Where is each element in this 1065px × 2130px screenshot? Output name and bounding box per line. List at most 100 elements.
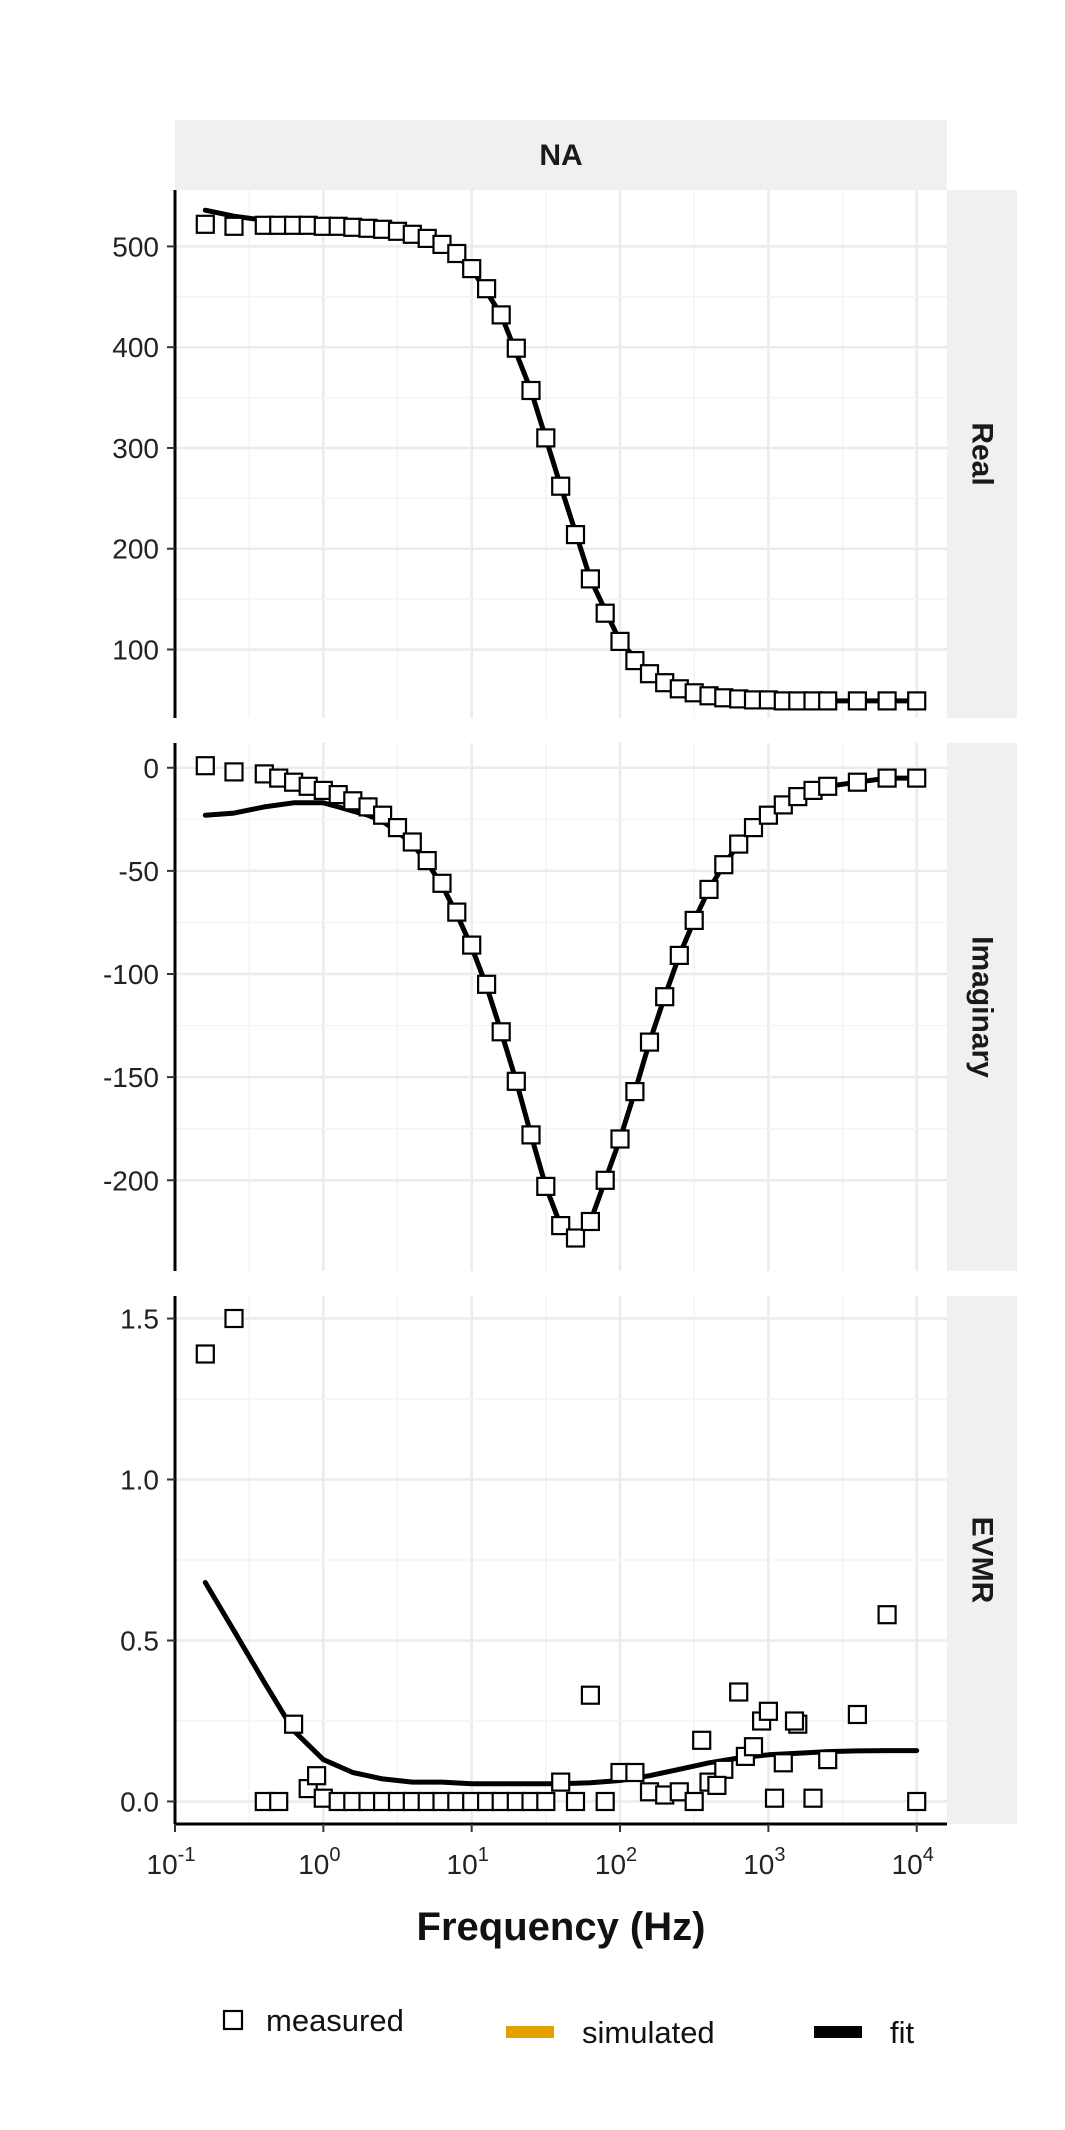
x-axis: 10-1 100 101 102 103 104 bbox=[147, 1822, 947, 1880]
measured-point bbox=[224, 1308, 244, 1329]
measured-point bbox=[625, 650, 645, 671]
measured-point bbox=[743, 817, 764, 838]
y-tick-label: -150 bbox=[103, 1062, 159, 1093]
measured-point bbox=[847, 691, 868, 711]
measured-point bbox=[506, 1071, 526, 1091]
facet-row-label: Imaginary bbox=[966, 936, 999, 1078]
legend-item: fit bbox=[814, 2015, 915, 2050]
measured-point bbox=[565, 1228, 586, 1248]
measured-point bbox=[462, 259, 482, 279]
measured-point bbox=[551, 1772, 571, 1792]
facet-row-label: Real bbox=[966, 422, 999, 485]
measured-point bbox=[595, 603, 615, 623]
x-tick-base: 10 bbox=[595, 1849, 626, 1880]
measured-point bbox=[684, 1791, 704, 1812]
legend-key-simulated bbox=[506, 2026, 554, 2038]
facet-row-strip bbox=[947, 743, 1017, 1271]
y-tick-label: 0 bbox=[143, 753, 159, 784]
measured-point bbox=[639, 1032, 660, 1052]
measured-point bbox=[907, 1791, 927, 1812]
measured-point bbox=[224, 216, 244, 236]
measured-point bbox=[402, 832, 422, 852]
y-tick-label: 100 bbox=[112, 634, 159, 665]
measured-point bbox=[477, 974, 497, 994]
x-tick-exponent: 1 bbox=[478, 1844, 489, 1866]
measured-point bbox=[551, 1215, 571, 1236]
fit-series-line bbox=[202, 1580, 920, 1787]
facet-column-title: NA bbox=[539, 139, 582, 172]
facet-column-strip bbox=[175, 120, 947, 190]
panel-real: 100 200 300 400 500 Real bbox=[112, 190, 1017, 718]
legend-key-measured bbox=[222, 2009, 244, 2031]
facet-row-strip bbox=[947, 1296, 1017, 1824]
x-tick-exponent: 2 bbox=[626, 1844, 637, 1866]
legend-item: simulated bbox=[506, 2015, 715, 2050]
y-tick-label: 400 bbox=[112, 332, 159, 363]
measured-point bbox=[907, 691, 927, 711]
x-tick-label: 10-1 bbox=[147, 1844, 196, 1880]
measured-point bbox=[565, 524, 586, 545]
measured-point bbox=[417, 850, 437, 871]
x-tick-base: 10 bbox=[447, 1849, 478, 1880]
measured-point bbox=[773, 1753, 793, 1773]
measured-point bbox=[847, 1704, 868, 1725]
x-tick-label: 103 bbox=[743, 1844, 785, 1880]
measured-point bbox=[447, 902, 467, 922]
measured-point bbox=[625, 1762, 645, 1783]
measured-point bbox=[447, 243, 467, 264]
y-tick-label: 1.5 bbox=[120, 1304, 159, 1335]
measured-point bbox=[462, 935, 482, 955]
facet-row-strip bbox=[947, 190, 1017, 718]
measured-point bbox=[714, 1759, 734, 1779]
y-tick-label: -50 bbox=[119, 856, 159, 887]
y-tick-label: 500 bbox=[112, 231, 159, 262]
measured-point bbox=[387, 817, 408, 838]
measured-point bbox=[565, 1791, 586, 1812]
facet-row-label: EVMR bbox=[966, 1517, 999, 1604]
measured-point bbox=[692, 1730, 712, 1750]
measured-point bbox=[195, 214, 215, 234]
measured-point bbox=[432, 873, 452, 893]
measured-point bbox=[506, 338, 526, 358]
x-tick-base: 10 bbox=[298, 1849, 329, 1880]
measured-point bbox=[655, 987, 675, 1007]
x-tick-base: 10 bbox=[147, 1849, 178, 1880]
panel-evmr: 0.0 0.5 1.0 1.5 EVMR bbox=[120, 1296, 1017, 1824]
measured-point bbox=[491, 305, 511, 325]
fit-series-line bbox=[202, 775, 920, 1241]
panel-imaginary: 0 -50 -100 -150 -200 Imaginary bbox=[103, 743, 1017, 1271]
y-tick-label: 1.0 bbox=[120, 1465, 159, 1496]
measured-point bbox=[373, 805, 393, 825]
legend-key-fit bbox=[814, 2026, 862, 2038]
measured-point bbox=[536, 1791, 556, 1812]
measured-point bbox=[684, 910, 704, 931]
measured-point bbox=[818, 1749, 838, 1770]
measured-point bbox=[224, 762, 244, 782]
y-tick-label: 200 bbox=[112, 534, 159, 565]
y-tick-label: -100 bbox=[103, 959, 159, 990]
measured-point bbox=[610, 1129, 630, 1149]
measured-point bbox=[580, 569, 601, 589]
measured-point bbox=[669, 945, 689, 966]
facet-panels: 100 200 300 400 500 Real 0 -50 -100 -150 -200 Imagi… bbox=[103, 190, 1017, 1824]
measured-point bbox=[714, 855, 734, 875]
x-tick-exponent: 3 bbox=[774, 1844, 785, 1866]
measured-point bbox=[818, 691, 838, 711]
measured-point bbox=[580, 1211, 601, 1232]
measured-point bbox=[595, 1170, 615, 1190]
y-tick-label: 300 bbox=[112, 433, 159, 464]
x-tick-exponent: 4 bbox=[923, 1844, 934, 1866]
measured-point bbox=[803, 1788, 823, 1808]
measured-point bbox=[847, 772, 868, 792]
x-tick-exponent: -1 bbox=[178, 1844, 196, 1866]
x-tick-label: 101 bbox=[447, 1844, 489, 1880]
legend: measured simulated fit bbox=[222, 2003, 915, 2050]
x-tick-label: 102 bbox=[595, 1844, 637, 1880]
measured-point bbox=[907, 768, 927, 788]
x-tick-label: 100 bbox=[298, 1844, 340, 1880]
measured-point bbox=[758, 1701, 779, 1721]
measured-point bbox=[729, 1682, 749, 1702]
measured-point bbox=[625, 1081, 645, 1102]
measured-point bbox=[551, 476, 571, 496]
